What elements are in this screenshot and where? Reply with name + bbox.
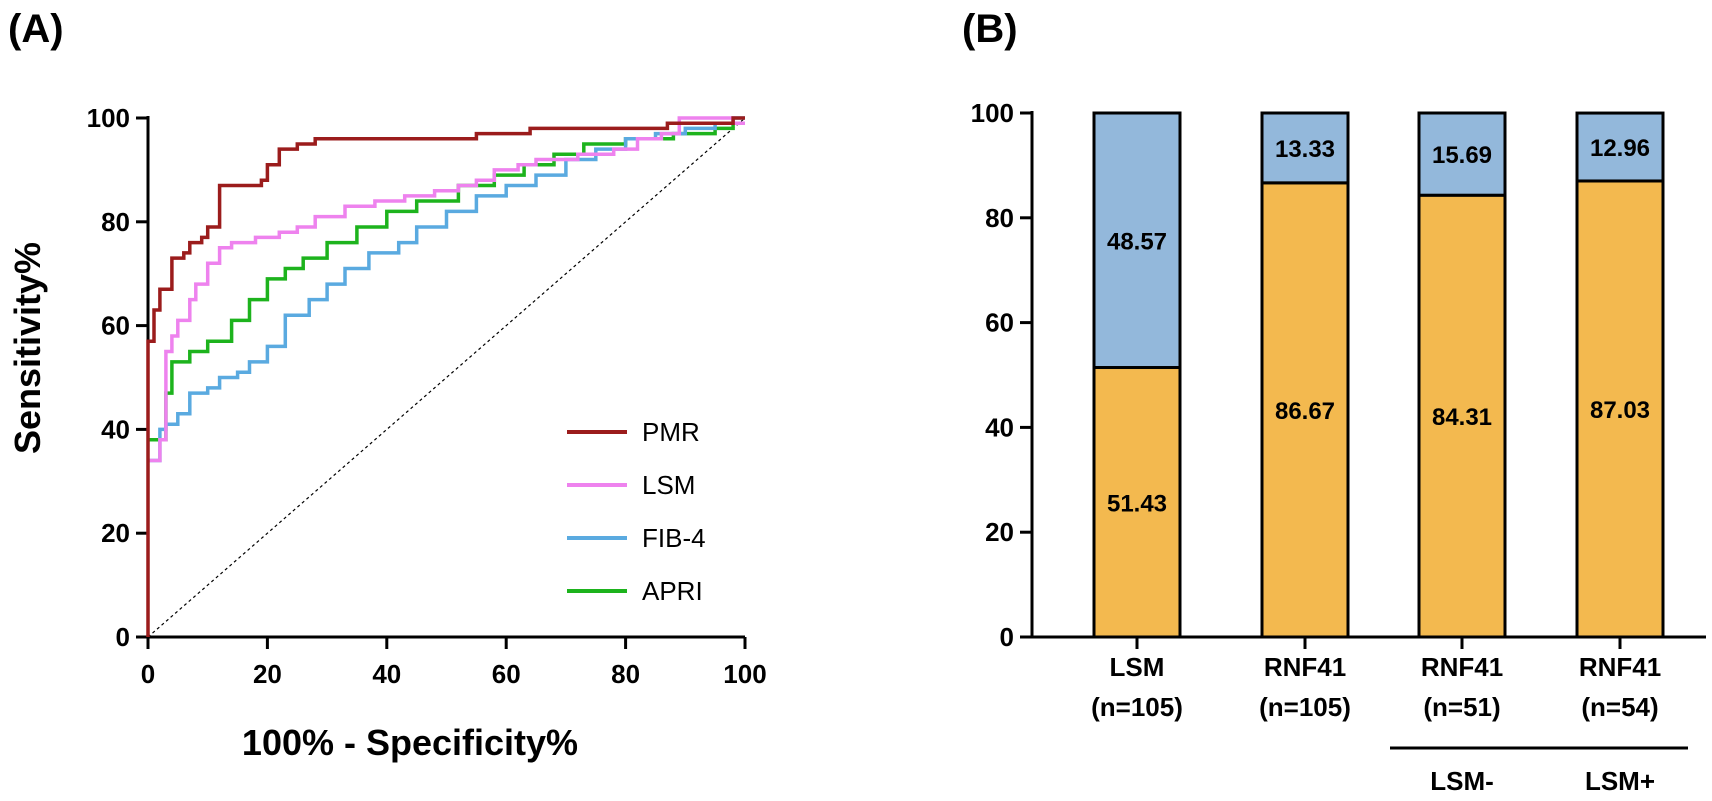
roc-y-tick-label: 80 — [101, 207, 130, 237]
legend-label-lsm: LSM — [642, 470, 695, 500]
bar-segment-upper — [1417, 111, 1507, 197]
group-label: LSM+ — [1585, 766, 1655, 796]
roc-x-tick-label: 0 — [141, 659, 155, 689]
bar-y-tick-label: 0 — [1000, 622, 1014, 652]
roc-x-tick-label: 20 — [253, 659, 282, 689]
legend-label-pmr: PMR — [642, 417, 700, 447]
roc-x-tick-label: 60 — [492, 659, 521, 689]
bar-segment-lower — [1575, 179, 1665, 639]
roc-curve-apri — [148, 121, 745, 442]
bar-segment-lower — [1260, 181, 1350, 639]
roc-y-tick-label: 40 — [101, 414, 130, 444]
legend-label-apri: APRI — [642, 576, 703, 606]
bar-y-tick-label: 80 — [985, 203, 1014, 233]
category-count: (n=54) — [1581, 692, 1658, 722]
bar-value-label: 87.03 — [1590, 397, 1650, 424]
roc-y-tick-label: 20 — [101, 518, 130, 548]
category-name: RNF41 — [1264, 652, 1346, 682]
bar-y-tick-label: 100 — [971, 98, 1014, 128]
roc-curve-lsm — [148, 116, 745, 463]
roc-x-tick-label: 40 — [372, 659, 401, 689]
roc-x-axis-title: 100% - Specificity% — [242, 722, 578, 763]
group-label: LSM- — [1430, 766, 1494, 796]
bar-categories: LSM (n=105) RNF41 (n=105) RNF41 (n=51) RNF41 (n… — [1091, 637, 1661, 722]
roc-ticks: 0 20 40 60 80 100 0 20 40 60 80 100 — [87, 103, 767, 689]
roc-y-tick-label: 100 — [87, 103, 130, 133]
bar-value-label: 48.57 — [1107, 228, 1167, 255]
bar-y-tick-label: 60 — [985, 308, 1014, 338]
roc-legend: PMR LSM FIB-4 APRI — [567, 417, 706, 606]
bar-value-label: 51.43 — [1107, 490, 1167, 517]
roc-x-tick-label: 100 — [723, 659, 766, 689]
bar-y-tick-label: 40 — [985, 412, 1014, 442]
roc-y-tick-label: 0 — [116, 622, 130, 652]
bar-segment-lower — [1417, 193, 1507, 639]
bar-segment-upper — [1260, 111, 1350, 185]
panel-b-label: (B) — [962, 7, 1018, 51]
category-name: RNF41 — [1579, 652, 1661, 682]
legend-label-fib-4: FIB-4 — [642, 523, 706, 553]
bar-ticks: 0 20 40 60 80 100 — [971, 98, 1032, 652]
bar-segment-upper — [1092, 111, 1182, 370]
bar-segment-upper — [1575, 111, 1665, 183]
roc-y-axis-title: Sensitivity% — [7, 242, 48, 454]
bar-value-label: 86.67 — [1275, 398, 1335, 425]
category-name: RNF41 — [1421, 652, 1503, 682]
roc-y-tick-label: 60 — [101, 311, 130, 341]
stacked-bar-chart: 0 20 40 60 80 100 51.43 48.57 86.67 13.33 84.31 15… — [971, 98, 1706, 796]
roc-x-tick-label: 80 — [611, 659, 640, 689]
bar-groups: LSM- LSM+ — [1390, 746, 1688, 796]
roc-curve-fib-4 — [148, 116, 745, 463]
roc-chart: 0 20 40 60 80 100 0 20 40 60 80 100 100% - Specific… — [7, 103, 767, 763]
bar-value-label: 84.31 — [1432, 404, 1492, 431]
roc-curve-pmr — [146, 116, 745, 637]
panel-a-label: (A) — [8, 7, 64, 51]
category-count: (n=105) — [1259, 692, 1351, 722]
bar-value-label: 15.69 — [1432, 142, 1492, 169]
bar-y-tick-label: 20 — [985, 517, 1014, 547]
category-count: (n=51) — [1423, 692, 1500, 722]
bar-marks: 51.43 48.57 86.67 13.33 84.31 15.69 87.03 12.96 — [1092, 111, 1665, 639]
category-count: (n=105) — [1091, 692, 1183, 722]
bar-value-label: 13.33 — [1275, 136, 1335, 163]
category-name: LSM — [1110, 652, 1165, 682]
bar-value-label: 12.96 — [1590, 135, 1650, 162]
roc-curves — [146, 116, 746, 638]
